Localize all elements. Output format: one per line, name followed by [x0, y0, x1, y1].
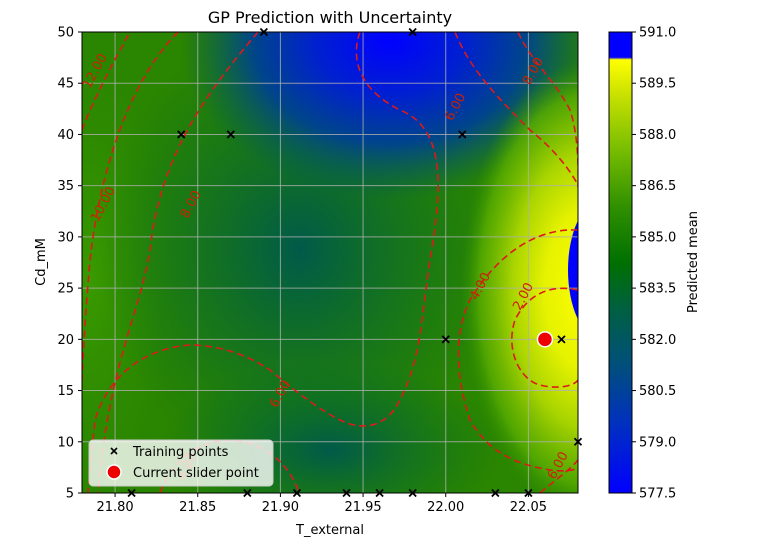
heatmap-blue-right — [568, 220, 578, 320]
contour-8-right — [517, 32, 578, 190]
colorbar-tick-label: 586.5 — [639, 179, 676, 194]
training-point — [226, 130, 235, 139]
legend: Training points Current slider point — [88, 439, 274, 487]
contour-10 — [82, 32, 179, 420]
contour-6-bottom-right — [539, 459, 578, 493]
contour-8-left — [97, 32, 259, 493]
x-tick-label: 21.80 — [96, 500, 133, 515]
y-axis-title: Cd_mM — [34, 238, 49, 286]
x-tick-label: 22.05 — [510, 500, 547, 515]
y-tick-label: 10 — [57, 435, 74, 450]
colorbar-tick-label: 582.0 — [639, 333, 676, 348]
colorbar: 577.5 579.0 580.5 582.0 583.5 585.0 586.5 588.0… — [608, 26, 701, 502]
colorbar-label: Predicted mean — [686, 211, 701, 313]
colorbar-tick-label: 589.5 — [639, 77, 676, 92]
colorbar-tick-label: 579.0 — [639, 435, 676, 450]
training-point — [177, 130, 186, 139]
x-axis-title: T_external — [295, 523, 364, 538]
heatmap-surface — [82, 32, 578, 493]
colorbar-tick-label: 583.5 — [639, 282, 676, 297]
colorbar-tick-label: 585.0 — [639, 230, 676, 245]
legend-label-training: Training points — [132, 445, 229, 460]
contour-2 — [511, 287, 578, 388]
current-point-marker — [536, 331, 554, 348]
plot-frame — [81, 31, 579, 494]
legend-label-current: Current slider point — [133, 466, 259, 481]
y-tick-label: 25 — [57, 282, 74, 297]
y-tick-label: 15 — [57, 384, 74, 399]
legend-box — [88, 439, 274, 487]
training-point — [458, 130, 467, 139]
grid-lines — [82, 32, 578, 493]
legend-marker-current — [106, 464, 122, 480]
legend-marker-training — [110, 447, 118, 455]
y-tick-label: 40 — [57, 128, 74, 143]
y-tick-label: 20 — [57, 333, 74, 348]
y-tick-label: 35 — [57, 179, 74, 194]
y-tick-label: 45 — [57, 77, 74, 92]
x-tick-label: 21.95 — [344, 500, 381, 515]
colorbar-ticks: 577.5 579.0 580.5 582.0 583.5 585.0 586.5 588.0… — [632, 26, 676, 502]
contour-12 — [82, 32, 131, 131]
training-point — [441, 335, 450, 344]
y-axis-ticks: 5 10 15 20 25 30 35 40 45 50 — [57, 26, 82, 502]
chart-title: GP Prediction with Uncertainty — [208, 8, 452, 27]
heatmap-yellow-right — [460, 61, 578, 493]
contour-6-right — [454, 32, 578, 186]
colorbar-tick-label: 588.0 — [639, 128, 676, 143]
contour-6-blob — [87, 32, 439, 493]
x-tick-label: 22.00 — [427, 500, 464, 515]
colorbar-gradient — [608, 31, 633, 494]
x-axis-ticks: 21.80 21.85 21.90 21.95 22.00 22.05 — [96, 493, 547, 515]
y-tick-label: 30 — [57, 230, 74, 245]
contour-4-right — [457, 229, 578, 472]
x-tick-label: 21.85 — [179, 500, 216, 515]
colorbar-tick-label: 591.0 — [639, 26, 676, 41]
colorbar-tick-label: 580.5 — [639, 384, 676, 399]
training-point — [557, 335, 566, 344]
x-tick-label: 21.90 — [262, 500, 299, 515]
y-tick-label: 5 — [66, 487, 74, 502]
uncertainty-contours — [82, 32, 578, 493]
y-tick-label: 50 — [57, 26, 74, 41]
colorbar-tick-label: 577.5 — [639, 487, 676, 502]
current-slider-point — [536, 331, 554, 348]
